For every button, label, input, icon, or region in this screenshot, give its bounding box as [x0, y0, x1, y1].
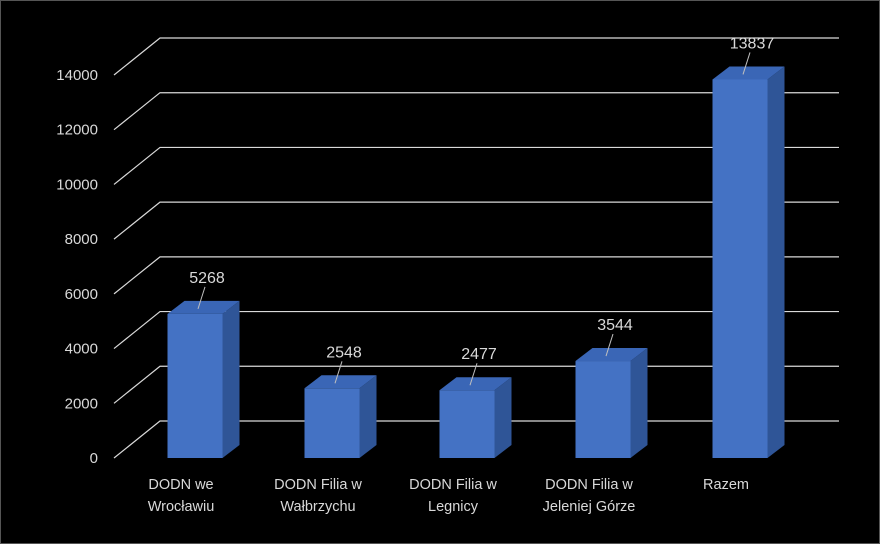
bar	[575, 361, 631, 458]
y-tick-label: 12000	[56, 122, 98, 139]
bar-side	[494, 377, 512, 458]
x-category-label-line: Wałbrzychu	[280, 499, 355, 515]
bar-top	[304, 375, 377, 389]
bar-side	[359, 375, 377, 458]
bar	[439, 390, 495, 458]
x-category-label-line: DODN Filia w	[274, 477, 362, 493]
y-tick-label: 10000	[56, 176, 98, 193]
bar-top	[575, 348, 648, 362]
gridline	[113, 310, 839, 350]
y-tick-label: 4000	[65, 341, 98, 358]
x-category-label-line: DODN Filia w	[409, 477, 497, 493]
x-category-label: DODN we Wrocławiu	[148, 477, 215, 515]
bar-top	[167, 300, 240, 314]
data-label-leader	[197, 286, 206, 310]
data-label: 13837	[730, 35, 775, 52]
x-category-label-line: DODN we	[148, 477, 213, 493]
bar-top	[439, 377, 512, 391]
y-tick-label: 8000	[65, 231, 98, 248]
x-category-label-line: Wrocławiu	[148, 499, 215, 515]
bar-top	[712, 66, 785, 80]
data-label-leader	[742, 52, 751, 75]
x-category-label-line: Legnicy	[428, 499, 479, 515]
bar-side	[630, 348, 648, 458]
x-category-label-line: Jeleniej Górze	[543, 499, 636, 515]
data-label-leader	[469, 363, 478, 386]
data-label: 2548	[326, 344, 362, 361]
data-label-leader	[334, 361, 343, 384]
x-category-label-line: Razem	[703, 477, 749, 493]
bar	[167, 313, 223, 458]
gridline	[113, 92, 839, 131]
gridline	[113, 201, 839, 240]
data-label: 2477	[461, 346, 497, 363]
gridline	[113, 256, 839, 295]
data-label: 5268	[189, 270, 225, 287]
data-label-leader	[605, 333, 614, 357]
data-label: 3544	[597, 317, 633, 334]
y-tick-label: 14000	[56, 67, 98, 84]
bar-side	[767, 66, 785, 458]
x-category-label: Razem	[703, 477, 749, 493]
y-tick-label: 0	[90, 450, 98, 467]
gridline	[113, 37, 839, 76]
bar	[712, 79, 768, 458]
bar	[304, 388, 360, 458]
y-tick-label: 2000	[65, 395, 98, 412]
x-category-label-line: DODN Filia w	[545, 477, 633, 493]
bar-side	[222, 300, 240, 458]
y-tick-label: 6000	[65, 286, 98, 303]
x-category-label: DODN Filia w Wałbrzychu	[274, 477, 362, 515]
x-category-label: DODN Filia w Jeleniej Górze	[543, 477, 636, 515]
gridline	[113, 146, 839, 185]
x-category-label: DODN Filia w Legnicy	[409, 477, 497, 515]
